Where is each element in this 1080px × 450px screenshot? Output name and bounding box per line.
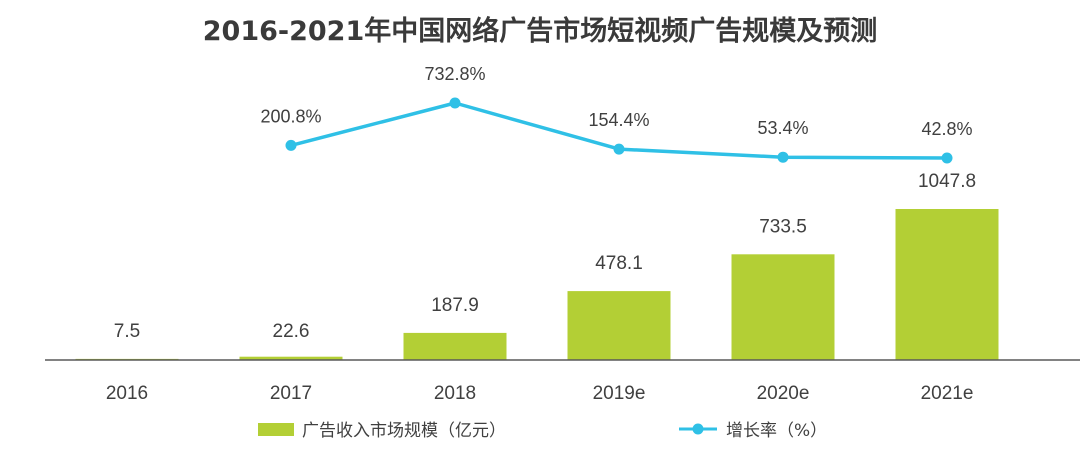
bar-series: 7.5 22.6 187.9 478.1 733.5 1047.8 — [75, 171, 999, 360]
growth-point-2021e — [941, 152, 953, 164]
legend-bar-swatch — [258, 423, 294, 436]
x-tick-label-2019e: 2019e — [593, 383, 646, 404]
bar-2021e — [895, 209, 999, 360]
growth-point-2017 — [285, 139, 297, 151]
x-axis-ticks: 2016 2017 2018 2019e 2020e 2021e — [106, 383, 974, 404]
x-tick-label-2021e: 2021e — [921, 383, 974, 404]
bar-value-label-2017: 22.6 — [273, 321, 310, 342]
bar-value-label-2018: 187.9 — [431, 295, 479, 316]
bar-value-label-2019e: 478.1 — [595, 253, 643, 274]
legend-line-label: 增长率（%） — [726, 421, 827, 441]
growth-value-label-2019e: 154.4% — [588, 110, 649, 130]
growth-value-label-2018: 732.8% — [424, 64, 485, 84]
bar-2017 — [239, 356, 343, 360]
growth-point-2019e — [613, 143, 625, 155]
bar-2020e — [731, 254, 835, 360]
x-tick-label-2016: 2016 — [106, 383, 148, 404]
legend: 广告收入市场规模（亿元） 增长率（%） — [258, 421, 827, 441]
bar-value-label-2020e: 733.5 — [759, 216, 807, 237]
growth-value-label-2020e: 53.4% — [757, 118, 808, 138]
x-tick-label-2020e: 2020e — [757, 383, 810, 404]
legend-line-marker — [692, 423, 704, 435]
growth-point-2020e — [777, 151, 789, 163]
growth-line-series: 200.8% 732.8% 154.4% 53.4% 42.8% — [260, 64, 973, 164]
growth-value-label-2017: 200.8% — [260, 106, 321, 126]
growth-value-label-2021e: 42.8% — [921, 119, 972, 139]
bar-value-label-2016: 7.5 — [114, 321, 140, 342]
x-tick-label-2017: 2017 — [270, 383, 312, 404]
bar-2018 — [403, 332, 507, 360]
bar-value-label-2021e: 1047.8 — [918, 171, 976, 192]
bar-2019e — [567, 291, 671, 360]
legend-bar-label: 广告收入市场规模（亿元） — [302, 421, 506, 441]
x-tick-label-2018: 2018 — [434, 383, 476, 404]
growth-point-2018 — [449, 97, 461, 109]
chart-title: 2016-2021年中国网络广告市场短视频广告规模及预测 — [203, 15, 878, 47]
